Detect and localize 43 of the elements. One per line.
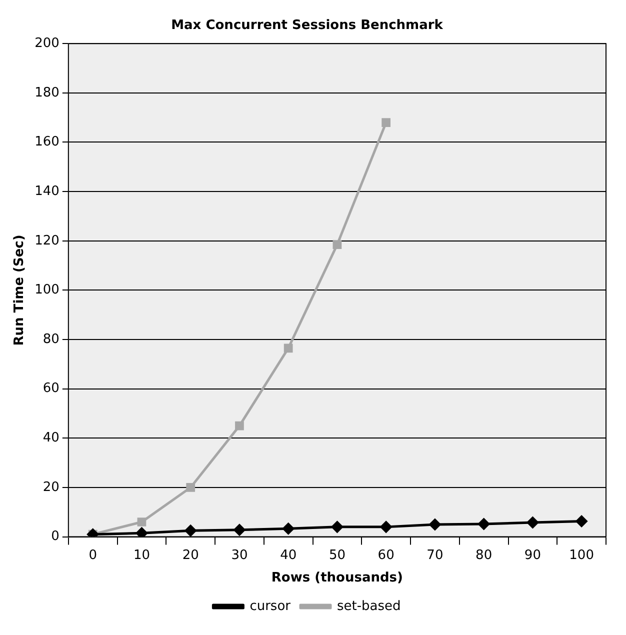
x-tick-label: 50 — [328, 548, 346, 563]
point — [235, 421, 244, 430]
x-tick-label: 60 — [378, 548, 394, 563]
point — [186, 483, 196, 492]
y-tick-label: 140 — [34, 184, 60, 199]
y-tick-label: 180 — [34, 85, 60, 100]
point — [429, 518, 441, 530]
legend-label: cursor — [250, 598, 292, 614]
y-tick-label: 0 — [51, 529, 60, 544]
x-tick-label: 0 — [88, 548, 97, 563]
y-tick-label: 80 — [42, 332, 60, 347]
x-tick-label: 100 — [569, 548, 594, 563]
y-tick-label: 100 — [34, 282, 60, 298]
point — [382, 118, 391, 127]
point — [380, 521, 392, 533]
x-tick-label: 20 — [182, 548, 199, 563]
y-tick-label: 40 — [42, 430, 60, 446]
point — [331, 521, 343, 533]
point — [284, 344, 293, 353]
x-tick-label: 70 — [426, 548, 444, 563]
legend-label: set-based — [337, 598, 401, 614]
point — [136, 527, 148, 537]
y-axis-title: Run Time (Sec) — [12, 234, 28, 346]
point — [137, 518, 146, 526]
x-tick-label: 40 — [280, 548, 297, 563]
x-tick-label: 80 — [476, 548, 492, 563]
point — [576, 516, 588, 528]
point — [332, 240, 342, 250]
y-tick-label: 200 — [34, 36, 60, 51]
x-tick-label: 90 — [524, 548, 541, 563]
chart-title: Max Concurrent Sessions Benchmark — [171, 18, 444, 34]
y-tick-label: 120 — [34, 233, 60, 248]
point — [478, 518, 490, 530]
point — [234, 524, 246, 536]
x-tick-label: 10 — [133, 548, 150, 563]
x-axis-title: Rows (thousands) — [271, 570, 403, 586]
y-tick-label: 160 — [34, 134, 60, 150]
x-tick-label: 30 — [231, 548, 248, 563]
y-tick-label: 60 — [42, 381, 60, 396]
point — [282, 522, 294, 534]
point — [526, 516, 538, 528]
y-tick-label: 20 — [42, 480, 60, 495]
point — [184, 524, 196, 536]
